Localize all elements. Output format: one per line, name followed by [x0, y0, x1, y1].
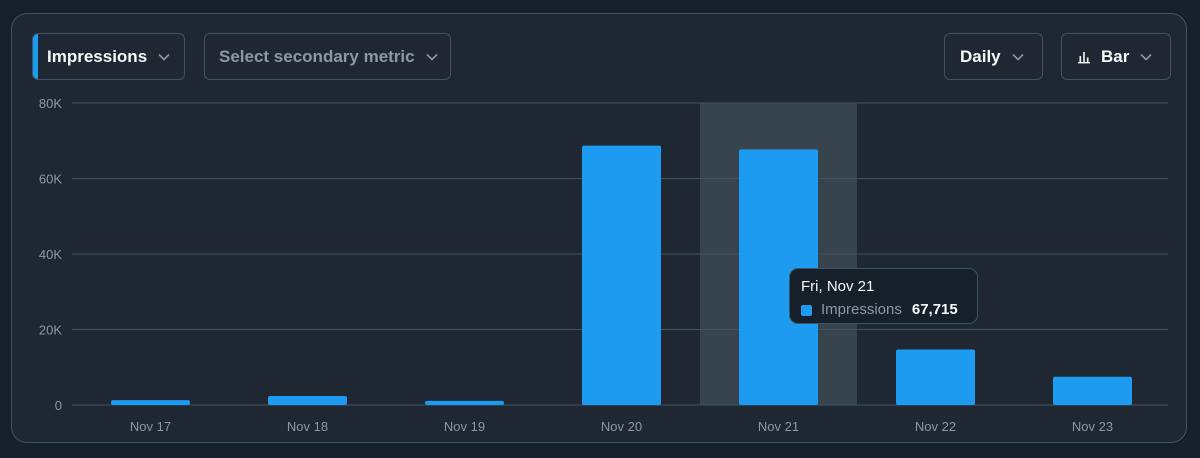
- tooltip-series-name: Impressions: [821, 301, 902, 318]
- y-tick-label: 40K: [39, 247, 62, 262]
- y-tick-label: 60K: [39, 172, 62, 187]
- chevron-down-icon: [1011, 50, 1025, 64]
- bar-chart: 0 20K 40K 60K 80K Nov 17 Nov 18 Nov 19 Nov 20 No…: [39, 96, 1168, 434]
- tooltip-value: 67,715: [911, 301, 958, 318]
- primary-metric-label: Impressions: [47, 46, 148, 66]
- chart-type-label: Bar: [1101, 46, 1130, 66]
- tooltip-row: Impressions 67,715: [801, 301, 966, 319]
- x-tick-label: Nov 18: [287, 419, 328, 434]
- bar: [896, 349, 975, 405]
- y-tick-label: 20K: [39, 323, 62, 338]
- bar: [111, 400, 190, 405]
- x-tick-label: Nov 19: [444, 419, 485, 434]
- bar: [739, 149, 818, 405]
- secondary-metric-placeholder: Select secondary metric: [219, 46, 415, 66]
- bar: [425, 400, 504, 405]
- tooltip-series-swatch: [801, 304, 812, 316]
- x-tick-label: Nov 23: [1072, 419, 1113, 434]
- chart-card: Impressions Select secondary metric Dail…: [11, 13, 1187, 443]
- y-tick-label: 80K: [39, 96, 62, 111]
- chart-type-dropdown[interactable]: Bar: [1061, 33, 1171, 80]
- bar-chart-icon: [1077, 50, 1091, 64]
- chevron-down-icon: [157, 50, 171, 64]
- primary-metric-dropdown[interactable]: Impressions: [32, 33, 185, 80]
- secondary-metric-dropdown[interactable]: Select secondary metric: [204, 33, 451, 80]
- interval-dropdown[interactable]: Daily: [944, 33, 1043, 80]
- x-tick-label: Nov 17: [130, 419, 171, 434]
- x-tick-label: Nov 20: [601, 419, 642, 434]
- x-tick-label: Nov 21: [758, 419, 799, 434]
- bar: [1053, 376, 1132, 405]
- bar: [268, 395, 347, 405]
- chevron-down-icon: [1139, 50, 1153, 64]
- y-tick-label: 0: [55, 398, 62, 413]
- chevron-down-icon: [425, 50, 439, 64]
- bar: [582, 145, 661, 405]
- interval-label: Daily: [960, 46, 1001, 66]
- metric-color-indicator: [33, 34, 38, 79]
- tooltip-date: Fri, Nov 21: [801, 278, 875, 295]
- x-tick-label: Nov 22: [915, 419, 956, 434]
- chart-tooltip: Fri, Nov 21 Impressions 67,715: [789, 268, 978, 324]
